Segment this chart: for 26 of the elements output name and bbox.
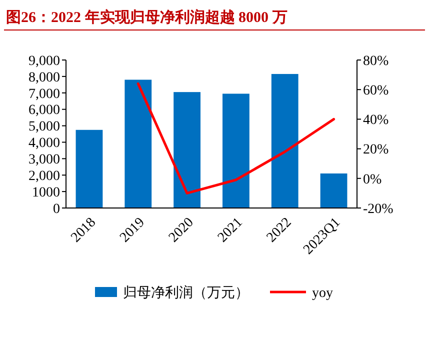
legend-label: 归母净利润（万元） <box>123 284 249 301</box>
y2-tick-label: 80% <box>363 54 389 69</box>
y-tick-label: 9,000 <box>28 54 60 69</box>
y-tick-label: 8,000 <box>28 70 60 86</box>
chart-title: 图26：2022 年实现归母净利润超越 8000 万 <box>6 8 288 26</box>
bar <box>124 80 152 208</box>
y-tick-label: 0 <box>53 202 60 217</box>
y-tick-label: 4,000 <box>28 136 60 152</box>
y-tick-label: 2,000 <box>28 169 60 184</box>
y2-tick-label: 40% <box>363 113 389 128</box>
y-tick-label: 6,000 <box>28 103 60 118</box>
y-tick-label: 7,000 <box>28 86 60 102</box>
bar <box>271 74 298 208</box>
y2-tick-label: 20% <box>363 142 389 158</box>
bar <box>174 92 200 208</box>
y2-tick-label: 60% <box>363 84 389 98</box>
y2-tick-label: 0% <box>363 172 382 188</box>
y-tick-label: 5,000 <box>28 120 60 135</box>
y2-tick-label: -20% <box>363 202 394 217</box>
legend-label: yoy <box>312 286 333 301</box>
bar <box>320 173 348 208</box>
bar <box>76 130 103 208</box>
bar <box>222 94 250 208</box>
line-series <box>136 82 336 194</box>
y-tick-label: 3,000 <box>28 152 60 168</box>
y-tick-label: 1000 <box>32 185 60 200</box>
